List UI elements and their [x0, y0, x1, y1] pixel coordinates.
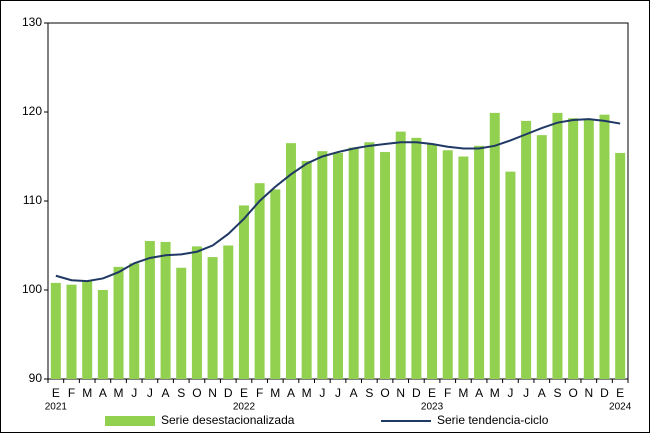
- x-tick-label: M: [82, 386, 92, 400]
- y-tick-label: 100: [22, 282, 42, 296]
- x-tick-label: A: [162, 386, 170, 400]
- x-year-label: 2021: [45, 402, 68, 413]
- bar: [50, 282, 61, 379]
- x-tick-label: J: [523, 386, 529, 400]
- x-tick-label: F: [444, 386, 451, 400]
- bar: [615, 152, 626, 379]
- bar: [223, 245, 234, 379]
- bar: [97, 290, 108, 379]
- bar: [113, 266, 124, 379]
- x-tick-label: E: [428, 386, 436, 400]
- x-tick-label: O: [568, 386, 577, 400]
- x-tick-label: A: [475, 386, 483, 400]
- x-tick-label: F: [68, 386, 75, 400]
- x-tick-label: N: [208, 386, 217, 400]
- x-tick-label: S: [553, 386, 561, 400]
- x-year-label: 2024: [609, 402, 632, 413]
- x-tick-label: E: [240, 386, 248, 400]
- x-tick-label: M: [490, 386, 500, 400]
- bar: [270, 189, 281, 379]
- bar: [254, 183, 265, 379]
- bar: [129, 263, 140, 379]
- x-tick-label: J: [507, 386, 513, 400]
- bar: [364, 142, 375, 379]
- bar: [536, 135, 547, 379]
- x-tick-label: D: [224, 386, 233, 400]
- legend-swatch: [105, 416, 155, 426]
- bar: [521, 120, 532, 380]
- x-tick-label: O: [380, 386, 389, 400]
- y-tick-label: 110: [23, 193, 42, 207]
- x-tick-label: D: [412, 386, 421, 400]
- bar: [66, 284, 77, 379]
- x-tick-label: M: [458, 386, 468, 400]
- bar: [160, 241, 171, 379]
- bar: [82, 281, 93, 379]
- legend-label: Serie tendencia-ciclo: [437, 413, 549, 427]
- bar: [442, 150, 453, 379]
- x-tick-label: E: [616, 386, 624, 400]
- bar: [411, 137, 422, 379]
- x-tick-label: N: [584, 386, 593, 400]
- bar: [552, 112, 563, 379]
- x-tick-label: M: [114, 386, 124, 400]
- x-year-label: 2023: [421, 402, 444, 413]
- y-tick-label: 120: [22, 104, 42, 118]
- x-tick-label: J: [131, 386, 137, 400]
- x-tick-label: M: [270, 386, 280, 400]
- bar: [301, 160, 312, 379]
- x-year-label: 2022: [233, 402, 256, 413]
- bar: [144, 241, 155, 379]
- bar: [317, 151, 328, 379]
- x-tick-label: A: [99, 386, 107, 400]
- y-tick-label: 130: [22, 15, 42, 29]
- bar: [599, 114, 610, 380]
- bar: [568, 118, 579, 379]
- bar: [333, 152, 343, 379]
- bar: [489, 112, 500, 379]
- x-tick-label: E: [52, 386, 60, 400]
- bar: [395, 131, 406, 379]
- bar: [380, 152, 391, 379]
- bar: [348, 147, 359, 379]
- bar: [458, 156, 469, 379]
- y-tick-label: 90: [29, 371, 43, 385]
- trend-line: [55, 118, 621, 283]
- bar: [505, 171, 516, 379]
- bar: [285, 143, 296, 379]
- x-tick-label: S: [365, 386, 373, 400]
- x-tick-label: J: [147, 386, 153, 400]
- legend-label: Serie desestacionalizada: [161, 413, 295, 427]
- x-tick-label: S: [177, 386, 185, 400]
- bar: [207, 257, 218, 379]
- bar: [427, 144, 438, 379]
- x-tick-label: A: [350, 386, 358, 400]
- x-tick-label: M: [302, 386, 312, 400]
- bar: [583, 119, 594, 380]
- x-tick-label: O: [192, 386, 201, 400]
- x-tick-label: D: [600, 386, 609, 400]
- bar: [238, 205, 249, 379]
- x-tick-label: J: [335, 386, 341, 400]
- x-tick-label: N: [396, 386, 405, 400]
- x-tick-label: A: [287, 386, 295, 400]
- bar: [474, 145, 485, 379]
- x-tick-label: F: [256, 386, 263, 400]
- x-tick-label: A: [538, 386, 546, 400]
- bar: [176, 267, 187, 379]
- x-tick-label: J: [319, 386, 325, 400]
- bar: [191, 246, 202, 379]
